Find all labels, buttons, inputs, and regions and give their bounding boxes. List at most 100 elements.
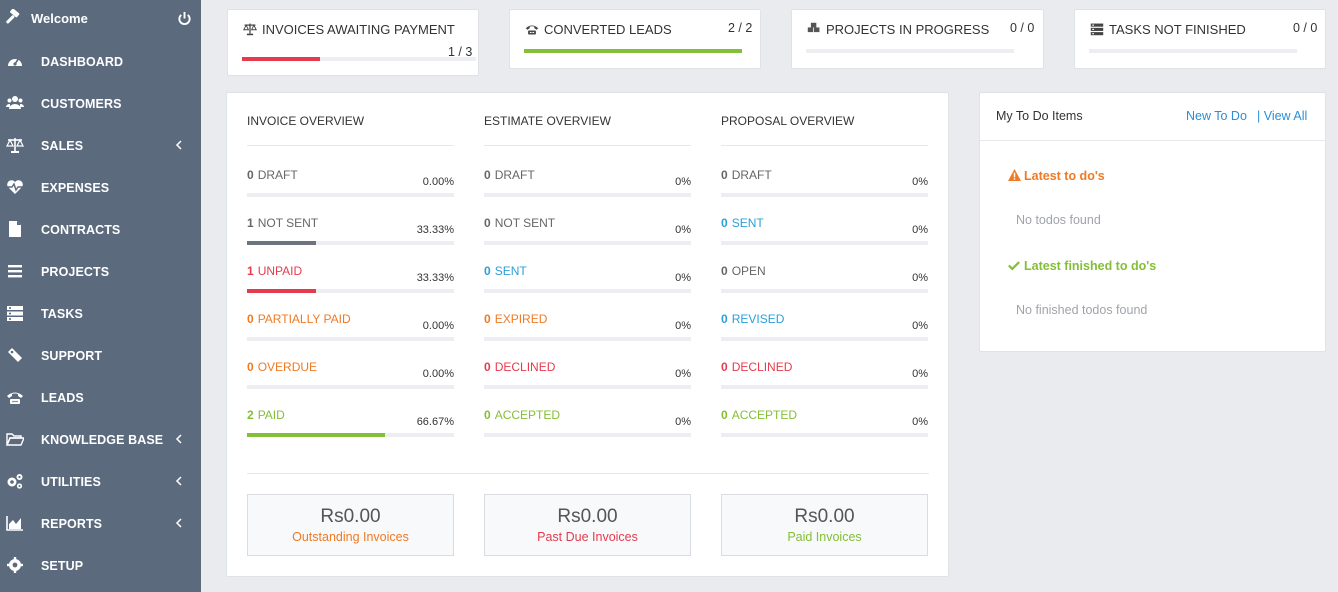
stat-progress-fill (242, 57, 320, 61)
tasks-icon (7, 306, 23, 321)
overview-row-revised[interactable]: 0 REVISED 0% (721, 312, 928, 352)
todo-panel: My To Do Items New To Do | View All Late… (979, 92, 1326, 352)
status-progress (484, 433, 691, 437)
status-count: 0 (484, 408, 491, 422)
view-all-link[interactable]: | View All (1257, 109, 1308, 123)
status-progress (721, 289, 928, 293)
status-count: 0 (484, 168, 491, 182)
status-count: 0 (721, 264, 728, 278)
total-box-outstanding-invoices: Rs0.00 Outstanding Invoices (247, 494, 454, 556)
overview-row-declined[interactable]: 0 DECLINED 0% (484, 360, 691, 400)
tasks-icon (1090, 23, 1104, 36)
stat-title: TASKS NOT FINISHED (1109, 22, 1246, 37)
status-percent: 0% (675, 224, 691, 236)
status-count: 0 (484, 264, 491, 278)
sidebar-item-support[interactable]: SUPPORT (0, 334, 201, 376)
sidebar-item-leads[interactable]: LEADS (0, 376, 201, 418)
folder-open-icon (6, 433, 24, 446)
overview-row-accepted[interactable]: 0 ACCEPTED 0% (721, 408, 928, 448)
sidebar-item-dashboard[interactable]: DASHBOARD (0, 40, 201, 82)
status-label: 0 REVISED (721, 312, 784, 326)
sidebar-item-label: UTILITIES (41, 475, 101, 489)
sidebar-item-projects[interactable]: PROJECTS (0, 250, 201, 292)
status-progress (247, 385, 454, 389)
status-name: NOT SENT (257, 216, 319, 230)
status-name: REVISED (731, 312, 785, 326)
sidebar-item-expenses[interactable]: EXPENSES (0, 166, 201, 208)
status-count: 0 (721, 312, 728, 326)
overview-row-not-sent[interactable]: 1 NOT SENT 33.33% (247, 216, 454, 256)
sidebar-item-label: SALES (41, 139, 84, 153)
bars-icon (8, 265, 22, 278)
sidebar-item-label: REPORTS (41, 517, 103, 531)
stat-value: 1 / 3 (448, 45, 473, 59)
stat-value: 2 / 2 (728, 21, 753, 35)
status-name: SENT (731, 216, 764, 230)
total-caption: Outstanding Invoices (292, 530, 409, 544)
chevron-left-icon (175, 476, 182, 486)
overview-row-open[interactable]: 0 OPEN 0% (721, 264, 928, 304)
status-percent: 0% (912, 272, 928, 284)
welcome-label: Welcome (31, 11, 88, 26)
warning-icon (1008, 169, 1021, 181)
overview-row-draft[interactable]: 0 DRAFT 0.00% (247, 168, 454, 208)
status-count: 0 (484, 360, 491, 374)
sidebar-item-label: EXPENSES (41, 181, 110, 195)
overview-row-sent[interactable]: 0 SENT 0% (721, 216, 928, 256)
overview-row-not-sent[interactable]: 0 NOT SENT 0% (484, 216, 691, 256)
sidebar-item-tasks[interactable]: TASKS (0, 292, 201, 334)
ticket-icon (8, 348, 22, 362)
stat-title: CONVERTED LEADS (544, 22, 672, 37)
phone-icon (525, 25, 539, 35)
overview-row-unpaid[interactable]: 1 UNPAID 33.33% (247, 264, 454, 304)
status-count: 0 (721, 216, 728, 230)
status-percent: 0% (912, 176, 928, 188)
status-progress (484, 193, 691, 197)
sidebar-item-label: KNOWLEDGE BASE (41, 433, 164, 447)
overview-row-sent[interactable]: 0 SENT 0% (484, 264, 691, 304)
status-percent: 0% (912, 224, 928, 236)
sidebar-item-contracts[interactable]: CONTRACTS (0, 208, 201, 250)
status-progress (484, 241, 691, 245)
status-label: 0 SENT (484, 264, 527, 278)
overview-row-draft[interactable]: 0 DRAFT 0% (484, 168, 691, 208)
todo-title: My To Do Items (996, 109, 1083, 123)
overview-row-expired[interactable]: 0 EXPIRED 0% (484, 312, 691, 352)
file-icon (9, 221, 21, 237)
status-progress (484, 385, 691, 389)
overview-row-overdue[interactable]: 0 OVERDUE 0.00% (247, 360, 454, 400)
sidebar-item-label: CUSTOMERS (41, 97, 122, 111)
status-label: 0 OPEN (721, 264, 766, 278)
status-label: 2 PAID (247, 408, 285, 422)
overview-panel: INVOICE OVERVIEW 0 DRAFT 0.00% 1 NOT SENT 33.3… (226, 92, 949, 577)
status-progress (247, 433, 454, 437)
sidebar-item-setup[interactable]: SETUP (0, 544, 201, 586)
balance-scale-icon (6, 138, 24, 153)
overview-row-accepted[interactable]: 0 ACCEPTED 0% (484, 408, 691, 448)
sidebar-item-sales[interactable]: SALES (0, 124, 201, 166)
status-name: SENT (494, 264, 527, 278)
new-todo-link[interactable]: New To Do (1186, 109, 1247, 123)
sidebar-welcome[interactable]: Welcome (0, 0, 201, 38)
status-count: 0 (247, 312, 254, 326)
power-icon[interactable] (177, 11, 192, 26)
overview-heading: ESTIMATE OVERVIEW (484, 114, 611, 128)
status-progress-fill (247, 289, 316, 293)
overview-row-draft[interactable]: 0 DRAFT 0% (721, 168, 928, 208)
status-label: 0 DECLINED (721, 360, 792, 374)
sidebar-item-reports[interactable]: REPORTS (0, 502, 201, 544)
stat-card-tasks-not-finished: TASKS NOT FINISHED 0 / 0 (1074, 9, 1326, 69)
status-percent: 0.00% (422, 320, 454, 332)
overview-row-partially-paid[interactable]: 0 PARTIALLY PAID 0.00% (247, 312, 454, 352)
chevron-left-icon (175, 140, 182, 150)
status-name: DRAFT (494, 168, 535, 182)
stat-card-invoices-awaiting-payment: INVOICES AWAITING PAYMENT 1 / 3 (227, 9, 479, 76)
overview-row-paid[interactable]: 2 PAID 66.67% (247, 408, 454, 448)
gavel-icon (6, 9, 20, 24)
sidebar-item-knowledge-base[interactable]: KNOWLEDGE BASE (0, 418, 201, 460)
sidebar-item-customers[interactable]: CUSTOMERS (0, 82, 201, 124)
overview-row-declined[interactable]: 0 DECLINED 0% (721, 360, 928, 400)
sidebar-item-label: SUPPORT (41, 349, 103, 363)
sidebar-item-utilities[interactable]: UTILITIES (0, 460, 201, 502)
status-percent: 66.67% (416, 416, 454, 428)
